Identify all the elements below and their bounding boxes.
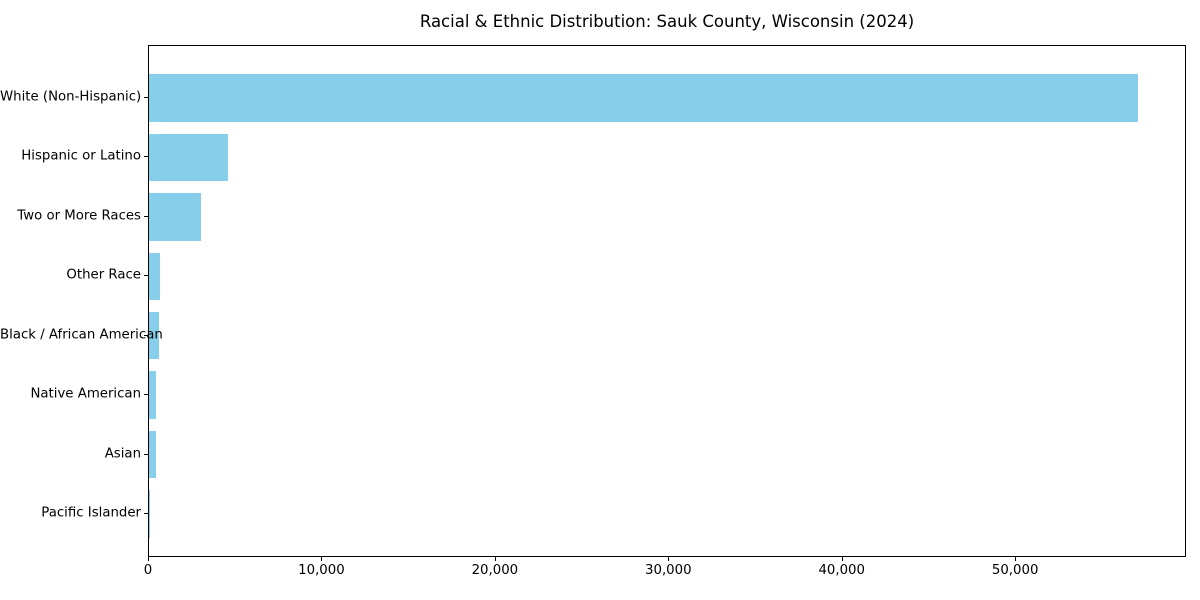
- x-tick-mark: [494, 557, 496, 561]
- y-tick-label: Pacific Islander: [41, 505, 141, 521]
- x-tick-mark: [148, 557, 149, 561]
- bar-black-african-american: [149, 311, 160, 360]
- x-tick-mark: [321, 557, 323, 561]
- y-tick-label: Black / African American: [0, 327, 163, 343]
- y-tick-mark: [144, 215, 148, 217]
- x-tick-mark: [668, 557, 670, 561]
- x-tick-mark: [1015, 557, 1017, 561]
- y-tick-mark: [144, 156, 148, 158]
- bar-native-american: [149, 371, 157, 419]
- y-tick-label: White (Non-Hispanic): [0, 89, 142, 105]
- x-tick-mark: [841, 557, 843, 561]
- x-tick-label: 30,000: [645, 563, 692, 578]
- x-tick-label: 50,000: [991, 563, 1039, 578]
- y-tick-mark: [144, 513, 148, 514]
- bar-asian: [149, 430, 157, 479]
- y-tick-label: Other Race: [66, 267, 141, 283]
- y-tick-label: Hispanic or Latino: [21, 148, 141, 164]
- bar-two-or-more-races: [149, 193, 202, 241]
- chart-title: Racial & Ethnic Distribution: Sauk Count…: [419, 12, 915, 31]
- x-tick-label: 40,000: [818, 563, 865, 578]
- y-tick-mark: [144, 453, 148, 455]
- y-tick-mark: [144, 97, 148, 98]
- x-tick-label: 20,000: [471, 563, 519, 578]
- y-tick-mark: [144, 275, 148, 277]
- y-tick-mark: [144, 394, 148, 396]
- x-tick-label: 0: [143, 563, 153, 578]
- x-tick-label: 10,000: [298, 563, 345, 578]
- y-tick-label: Native American: [30, 386, 141, 402]
- bar-white-non-hispanic: [149, 74, 1138, 122]
- y-tick-label: Two or More Races: [17, 208, 141, 224]
- bar-other-race: [149, 252, 160, 301]
- bar-hispanic-or-latino: [149, 133, 228, 182]
- y-tick-mark: [144, 334, 148, 336]
- plot-area: [148, 45, 1186, 557]
- y-tick-label: Asian: [104, 446, 141, 462]
